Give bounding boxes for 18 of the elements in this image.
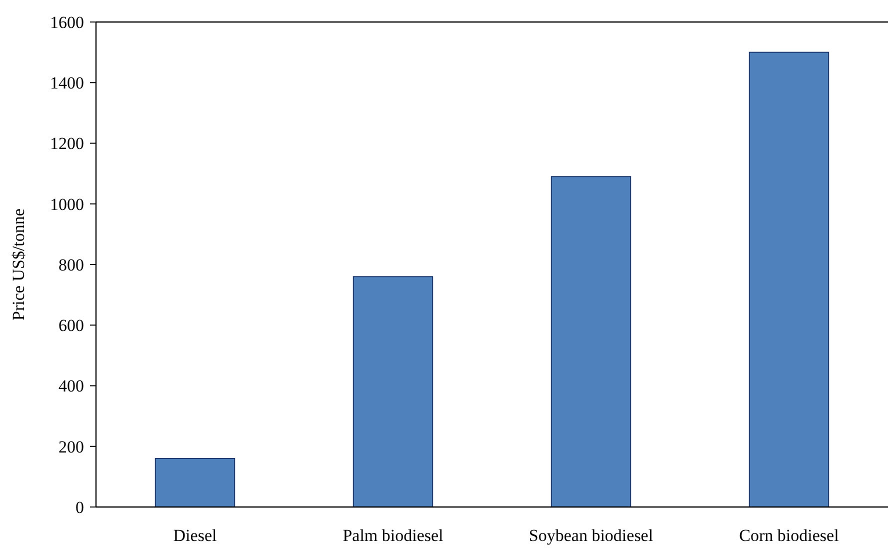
x-tick-label: Soybean biodiesel: [528, 526, 654, 545]
x-tick-label: Corn biodiesel: [739, 526, 840, 545]
y-tick-label: 600: [58, 316, 84, 336]
bar: [154, 458, 236, 508]
x-tick-label: Diesel: [173, 526, 217, 545]
y-tick-label: 800: [58, 255, 84, 274]
y-tick-label: 200: [58, 437, 84, 456]
bar: [352, 276, 434, 508]
y-tick-label: 400: [58, 376, 84, 396]
bar: [748, 52, 830, 508]
bar: [550, 176, 632, 508]
y-tick-label: 1200: [50, 134, 84, 154]
y-tick-label: 0: [76, 498, 84, 517]
y-tick-label: 1000: [50, 194, 84, 214]
y-axis-title: Price US$/tonne: [9, 208, 28, 320]
y-tick-label: 1400: [50, 74, 84, 93]
y-tick-label: 1600: [50, 12, 84, 32]
x-tick-label: Palm biodiesel: [342, 526, 444, 545]
